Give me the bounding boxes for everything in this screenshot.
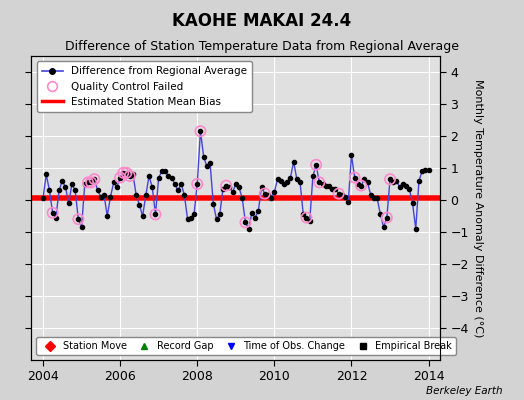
Point xyxy=(84,179,92,186)
Point xyxy=(241,219,249,226)
Point xyxy=(126,173,134,179)
Point xyxy=(90,176,99,182)
Point xyxy=(383,214,391,221)
Point xyxy=(386,176,394,182)
Y-axis label: Monthly Temperature Anomaly Difference (°C): Monthly Temperature Anomaly Difference (… xyxy=(473,79,483,337)
Point xyxy=(48,210,57,216)
Point xyxy=(302,214,311,221)
Point xyxy=(312,162,320,168)
Legend: Station Move, Record Gap, Time of Obs. Change, Empirical Break: Station Move, Record Gap, Time of Obs. C… xyxy=(36,337,456,355)
Point xyxy=(260,190,269,197)
Point xyxy=(123,170,131,176)
Point xyxy=(119,170,127,176)
Point xyxy=(357,182,365,189)
Point xyxy=(193,181,201,187)
Point xyxy=(74,216,83,222)
Point xyxy=(116,174,124,181)
Point xyxy=(222,182,231,189)
Point xyxy=(351,174,359,181)
Text: Berkeley Earth: Berkeley Earth xyxy=(427,386,503,396)
Text: Difference of Station Temperature Data from Regional Average: Difference of Station Temperature Data f… xyxy=(65,40,459,53)
Text: KAOHE MAKAI 24.4: KAOHE MAKAI 24.4 xyxy=(172,12,352,30)
Point xyxy=(196,128,205,134)
Point xyxy=(151,211,160,218)
Point xyxy=(315,179,323,186)
Point xyxy=(334,190,343,197)
Point xyxy=(87,179,95,186)
